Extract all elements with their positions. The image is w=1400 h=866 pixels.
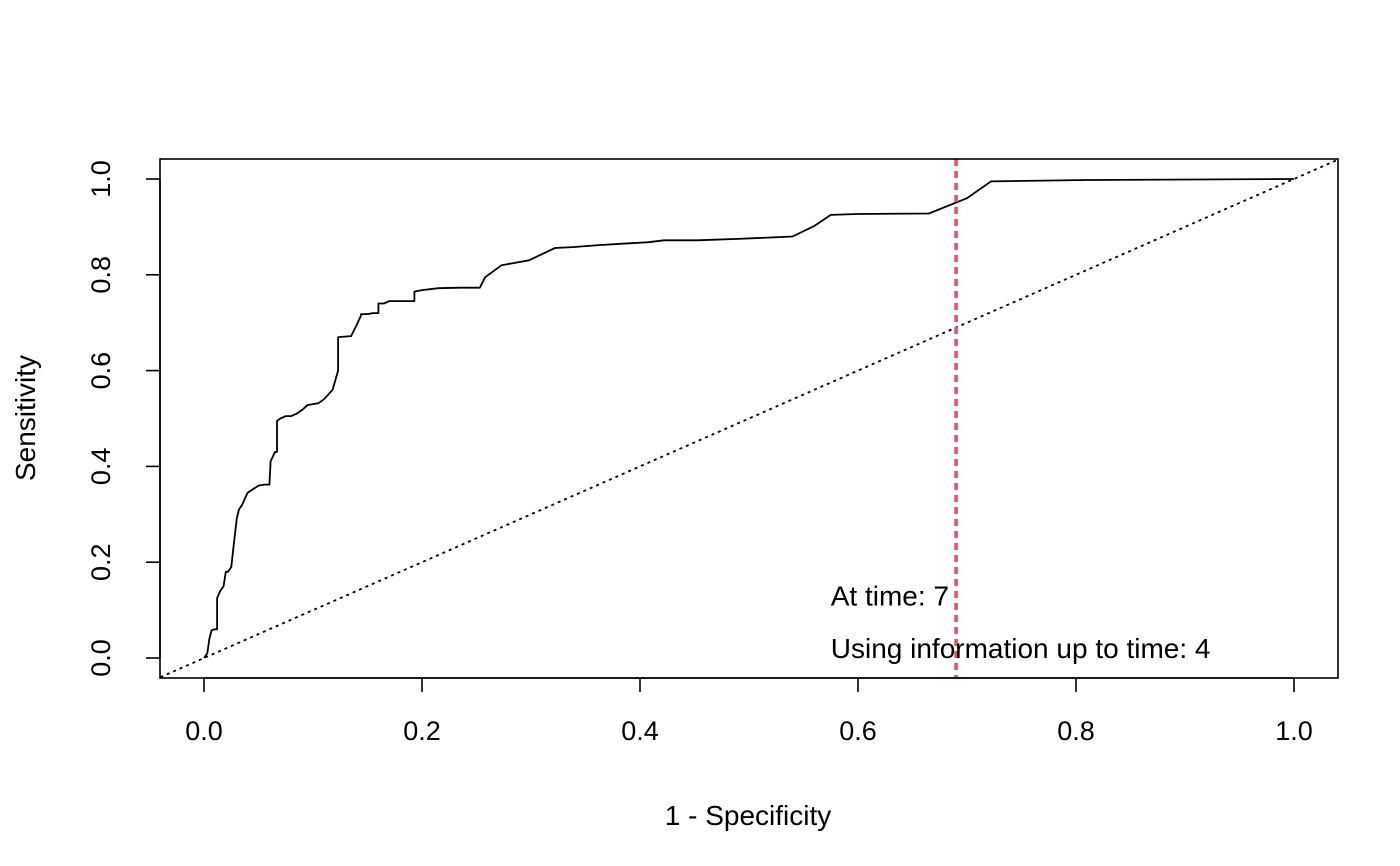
reference-diagonal-line (160, 159, 1338, 678)
y-tick-label: 0.2 (86, 543, 116, 581)
y-tick-label: 0.4 (86, 448, 116, 486)
x-axis: 0.0 0.2 0.4 0.6 0.8 1.0 (185, 677, 1313, 746)
x-tick-label: 1.0 (1275, 716, 1313, 746)
x-tick-label: 0.0 (185, 716, 223, 746)
x-tick-label: 0.8 (1057, 716, 1095, 746)
y-axis: 0.0 0.2 0.4 0.6 0.8 1.0 (86, 160, 161, 677)
x-tick-label: 0.6 (839, 716, 877, 746)
roc-curve-line (203, 178, 1295, 659)
annotation-text: At time: 7 (831, 580, 949, 611)
y-tick-label: 1.0 (86, 160, 116, 198)
x-tick-label: 0.4 (621, 716, 659, 746)
y-tick-label: 0.8 (86, 256, 116, 294)
x-axis-title: 1 - Specificity (665, 800, 832, 831)
annotation-text: Using information up to time: 4 (831, 633, 1211, 664)
y-tick-label: 0.6 (86, 352, 116, 390)
y-axis-title: Sensitivity (10, 355, 41, 481)
annotations: At time: 7 Using information up to time: … (831, 580, 1211, 664)
plot-content (160, 159, 1338, 678)
x-tick-label: 0.2 (403, 716, 441, 746)
y-tick-label: 0.0 (86, 639, 116, 677)
